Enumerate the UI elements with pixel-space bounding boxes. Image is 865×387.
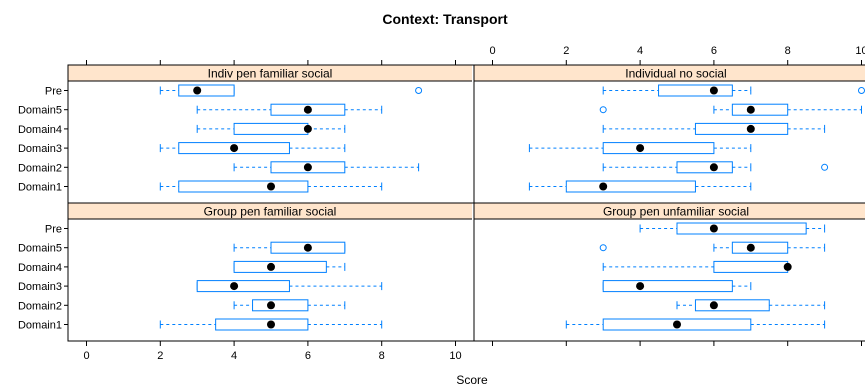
median-dot <box>709 224 718 233</box>
median-dot <box>230 282 239 291</box>
median-dot <box>709 86 718 95</box>
box-iqr <box>713 260 789 273</box>
category-label: Domain2 <box>18 162 62 174</box>
box-iqr <box>694 299 770 312</box>
box-iqr <box>196 280 290 293</box>
category-label: Pre <box>45 224 62 236</box>
category-label: Domain3 <box>18 281 62 293</box>
panel-strip-label: Group pen familiar social <box>204 205 337 219</box>
x-tick-label-top: 6 <box>711 45 717 57</box>
category-label: Domain3 <box>18 143 62 155</box>
outlier-point <box>599 106 607 114</box>
box-iqr <box>602 142 715 155</box>
x-axis-label: Score <box>456 373 488 387</box>
x-tick-label-top: 2 <box>563 45 569 57</box>
category-label: Domain5 <box>18 105 62 117</box>
panel-strip <box>474 203 865 219</box>
median-dot <box>303 163 312 172</box>
panel-strip-label: Indiv pen familiar social <box>208 67 333 81</box>
median-dot <box>230 144 239 153</box>
box-iqr <box>731 103 789 116</box>
panel-strip-label: Individual no social <box>625 67 726 81</box>
box-iqr <box>233 122 309 135</box>
panel-strip <box>68 65 472 81</box>
median-dot <box>709 301 718 310</box>
panel-strip <box>68 203 472 219</box>
category-label: Domain4 <box>18 262 62 274</box>
median-dot <box>193 86 202 95</box>
outlier-point <box>599 244 607 252</box>
median-dot <box>267 320 275 329</box>
box-iqr <box>658 84 733 97</box>
category-label: Domain4 <box>18 124 62 136</box>
box-iqr <box>694 122 789 135</box>
box-iqr <box>178 84 235 97</box>
median-dot <box>746 105 755 114</box>
median-dot <box>267 262 275 271</box>
box-iqr <box>676 222 807 235</box>
x-tick-label-top: 4 <box>637 45 643 57</box>
median-dot <box>599 182 608 191</box>
x-tick-label-bottom: 2 <box>157 350 163 362</box>
box-iqr <box>602 280 733 293</box>
category-label: Domain1 <box>18 320 62 332</box>
box-iqr <box>731 241 789 254</box>
x-tick-label-top: 8 <box>785 45 791 57</box>
box-iqr <box>252 299 309 312</box>
category-label: Domain5 <box>18 243 62 255</box>
box-iqr <box>215 318 309 331</box>
category-label: Domain2 <box>18 300 62 312</box>
median-dot <box>709 163 718 172</box>
outlier-point <box>415 87 423 94</box>
x-tick-label-top: 0 <box>489 45 495 57</box>
median-dot <box>303 243 312 252</box>
x-tick-label-bottom: 0 <box>83 350 89 362</box>
median-dot <box>746 243 755 252</box>
box-iqr <box>676 161 733 174</box>
x-tick-label-bottom: 10 <box>449 350 461 362</box>
outlier-point <box>821 163 829 171</box>
chart-marks: Indiv pen familiar social Individual no s… <box>18 45 865 362</box>
median-dot <box>636 282 645 291</box>
box-iqr <box>233 260 327 273</box>
box-iqr <box>178 180 309 193</box>
box-iqr <box>565 180 696 193</box>
x-tick-label-bottom: 6 <box>305 350 311 362</box>
x-tick-label-top: 10 <box>855 45 865 57</box>
panel-strip <box>474 65 865 81</box>
median-dot <box>303 124 312 133</box>
x-tick-label-bottom: 8 <box>379 350 385 362</box>
median-dot <box>267 301 275 310</box>
panel-strip-label: Group pen unfamiliar social <box>603 205 749 219</box>
category-label: Pre <box>45 86 62 98</box>
category-label: Domain1 <box>18 182 62 194</box>
median-dot <box>267 182 275 191</box>
median-dot <box>636 144 645 153</box>
median-dot <box>746 124 755 133</box>
median-dot <box>303 105 312 114</box>
chart-title: Context: Transport <box>382 11 508 27</box>
outlier-point <box>858 87 865 94</box>
median-dot <box>783 262 792 271</box>
median-dot <box>673 320 681 329</box>
x-tick-label-bottom: 4 <box>231 350 237 362</box>
